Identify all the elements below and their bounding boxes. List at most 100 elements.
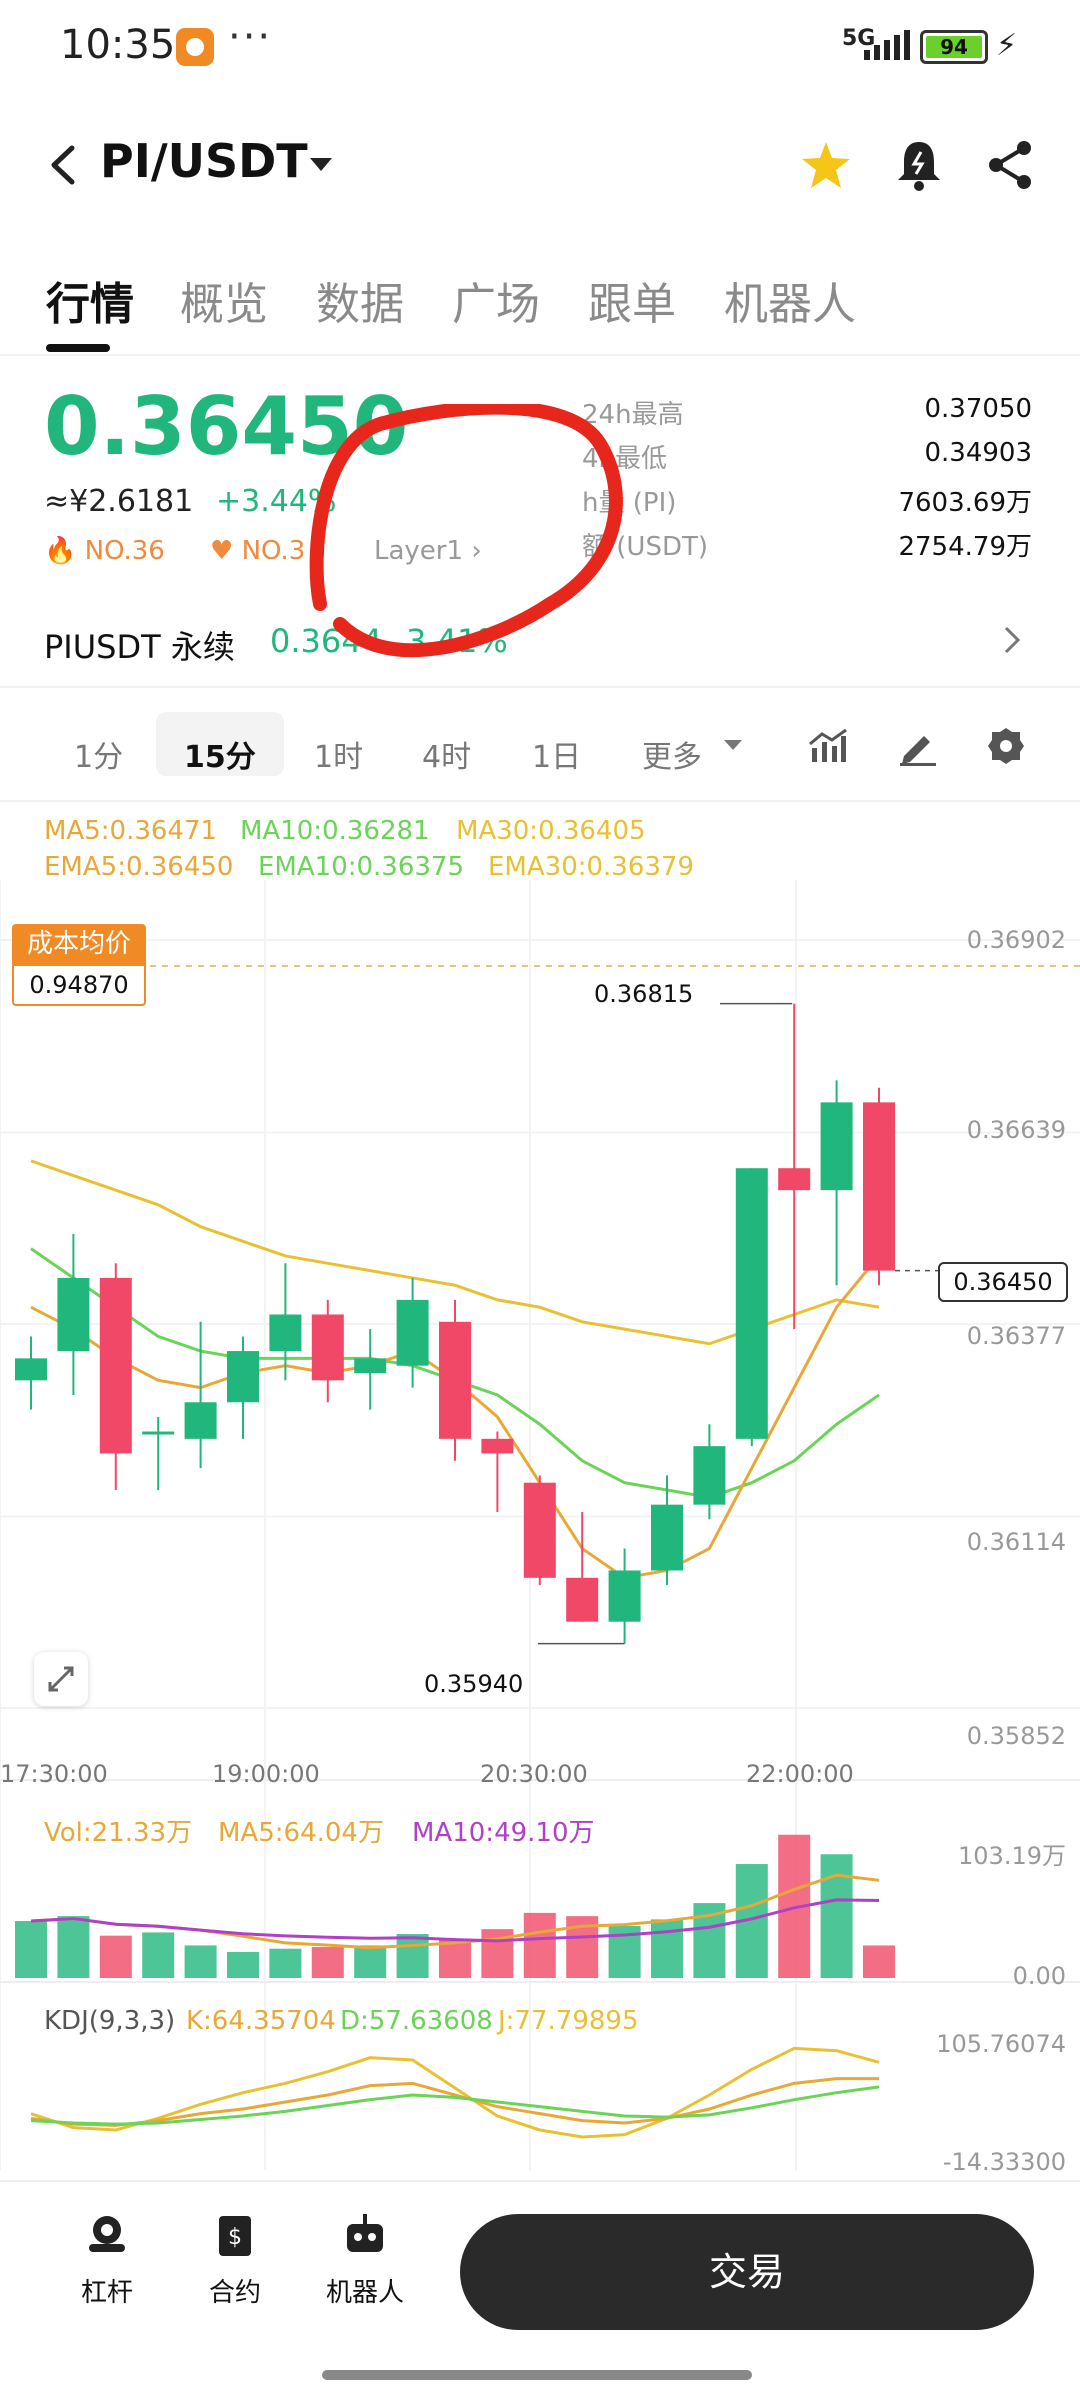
nav-bots[interactable]: 机器人	[310, 2210, 420, 2309]
nav-margin[interactable]: 杠杆	[52, 2210, 162, 2309]
legend-ema10: EMA10:0.36375	[258, 852, 464, 882]
indicator-icon[interactable]	[808, 726, 848, 766]
kdj-axis-max: 105.76074	[936, 2030, 1066, 2058]
candle	[821, 1102, 853, 1190]
candle	[524, 1483, 556, 1578]
back-arrow-icon[interactable]	[44, 140, 84, 190]
pair-title[interactable]: PI/USDT	[100, 134, 308, 188]
kdj-j-label: J:77.79895	[498, 2006, 639, 2036]
perpetual-label[interactable]: PIUSDT 永续	[44, 622, 235, 668]
chevron-down-icon	[724, 740, 742, 750]
cost-average-value: 0.94870	[12, 964, 146, 1006]
robot-icon	[339, 2210, 391, 2262]
volume-bar	[524, 1913, 556, 1978]
volume-ma5-label: MA5:64.04万	[218, 1812, 384, 1849]
home-indicator[interactable]	[322, 2370, 752, 2380]
timeframe-1m[interactable]: 1分	[74, 724, 123, 784]
rank-value: NO.36	[85, 536, 165, 566]
legend-ma5: MA5:0.36471	[44, 816, 217, 846]
price-axis-label: 0.35852	[967, 1722, 1066, 1750]
more-notifications-icon: ···	[228, 14, 272, 60]
candle	[185, 1402, 217, 1439]
timeframe-4h[interactable]: 4时	[422, 724, 471, 784]
candle	[354, 1358, 386, 1373]
time-axis-label: 19:00:00	[212, 1760, 320, 1788]
timeframe-more[interactable]: 更多	[642, 724, 702, 784]
active-tab-indicator	[46, 344, 110, 352]
cost-average-label: 成本均价	[12, 924, 146, 964]
time-axis-label: 20:30:00	[480, 1760, 588, 1788]
heat-value: NO.3	[242, 536, 306, 566]
candle	[269, 1314, 301, 1351]
timeframe-1d[interactable]: 1日	[532, 724, 581, 784]
candle	[15, 1358, 47, 1380]
volume-bar	[397, 1934, 429, 1978]
kdj-label: KDJ(9,3,3)	[44, 2006, 175, 2036]
gear-icon[interactable]	[986, 726, 1026, 766]
volume-bar	[15, 1921, 47, 1978]
candle	[100, 1278, 132, 1454]
candle	[57, 1278, 89, 1351]
cny-price: ≈¥2.6181	[44, 484, 193, 519]
drawing-tool-icon[interactable]	[898, 726, 938, 766]
kline-chart[interactable]	[0, 880, 1080, 2180]
divider	[0, 686, 1080, 688]
volume-bar	[354, 1945, 386, 1978]
candle	[609, 1570, 641, 1621]
candle	[651, 1505, 683, 1571]
favorite-star-icon[interactable]	[800, 140, 852, 190]
candle	[439, 1322, 471, 1439]
price-alert-bell-icon[interactable]	[894, 138, 944, 192]
share-icon[interactable]	[984, 138, 1036, 192]
rank-tag[interactable]: 🔥 NO.36	[44, 536, 165, 566]
svg-text:$: $	[228, 2225, 242, 2250]
candle	[778, 1168, 810, 1190]
price-axis-label: 0.36639	[967, 1116, 1066, 1144]
volume-bar	[863, 1945, 895, 1978]
nav-futures-label: 合约	[180, 2272, 290, 2309]
candle	[693, 1446, 725, 1505]
nav-futures[interactable]: $ 合约	[180, 2210, 290, 2309]
candle	[481, 1439, 513, 1454]
price-axis-label: 0.36377	[967, 1322, 1066, 1350]
legend-ema30: EMA30:0.36379	[488, 852, 694, 882]
trade-button[interactable]: 交易	[460, 2214, 1034, 2330]
tab-copy-trading[interactable]: 跟单	[588, 268, 676, 332]
divider	[0, 354, 1080, 356]
low-price-label: 0.35940	[424, 1670, 523, 1698]
candle	[227, 1351, 259, 1402]
volume-bar	[227, 1952, 259, 1978]
stat-value-low: 0.34903	[924, 438, 1032, 468]
battery-level: 94	[926, 36, 982, 58]
volume-bar	[57, 1916, 89, 1978]
candle	[863, 1102, 895, 1270]
candle	[736, 1168, 768, 1439]
nav-bots-label: 机器人	[310, 2272, 420, 2309]
tab-data[interactable]: 数据	[316, 268, 404, 332]
kdj-axis-min: -14.33300	[943, 2148, 1066, 2176]
charging-icon: ⚡	[996, 28, 1017, 63]
volume-bar	[821, 1854, 853, 1978]
tab-market[interactable]: 行情	[46, 268, 134, 332]
kdj-d-label: D:57.63608	[340, 2006, 493, 2036]
volume-axis-min: 0.00	[1013, 1962, 1066, 1990]
fire-icon: 🔥	[44, 536, 76, 566]
tab-square[interactable]: 广场	[452, 268, 540, 332]
nav-margin-label: 杠杆	[52, 2272, 162, 2309]
divider	[0, 800, 1080, 802]
tab-bots[interactable]: 机器人	[724, 268, 856, 332]
pair-dropdown-icon[interactable]	[310, 158, 332, 171]
timeframe-15m[interactable]: 15分	[184, 724, 256, 784]
candle	[397, 1300, 429, 1366]
heart-icon: ♥	[210, 536, 233, 566]
app-notification-icon	[176, 28, 214, 66]
chevron-right-icon[interactable]	[1000, 622, 1024, 658]
expand-fullscreen-icon[interactable]	[34, 1652, 88, 1706]
heat-tag[interactable]: ♥ NO.3	[210, 536, 305, 566]
volume-bar	[312, 1947, 344, 1978]
tab-overview[interactable]: 概览	[180, 268, 268, 332]
timeframe-1h[interactable]: 1时	[314, 724, 363, 784]
volume-bar	[651, 1919, 683, 1978]
volume-label: Vol:21.33万	[44, 1812, 192, 1849]
status-time: 10:35	[60, 22, 175, 68]
